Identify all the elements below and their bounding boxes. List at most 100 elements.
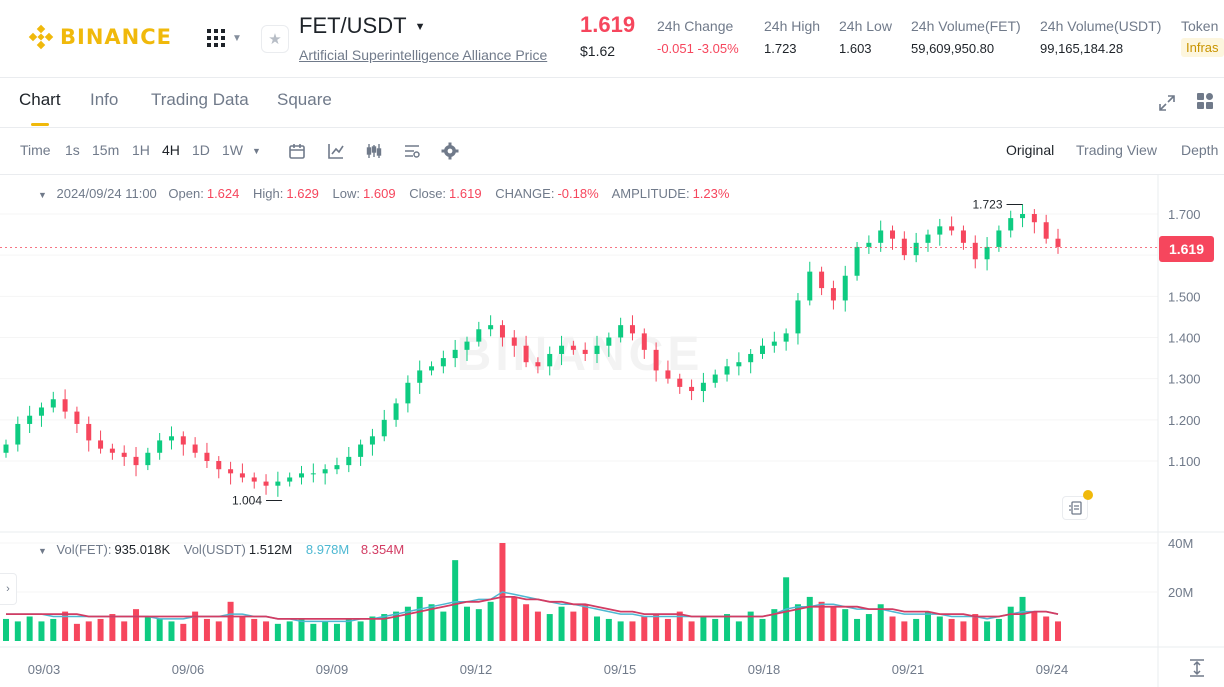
chevron-down-icon[interactable]: ▼	[252, 146, 261, 156]
tab-square[interactable]: Square	[277, 90, 332, 109]
open-value: 1.624	[206, 186, 240, 201]
layout-icon[interactable]	[1196, 92, 1214, 110]
chevron-down-icon[interactable]: ▼	[38, 546, 47, 556]
candle-body	[570, 345, 576, 350]
candle-body	[452, 349, 458, 359]
candle-body	[1043, 222, 1049, 239]
view-original[interactable]: Original	[1006, 142, 1055, 158]
candle-body	[629, 325, 635, 334]
candle-body	[689, 386, 695, 392]
candle-body	[369, 436, 375, 445]
note-button[interactable]	[1062, 496, 1088, 520]
volume-bar	[251, 618, 258, 641]
settings-list-icon[interactable]	[403, 142, 421, 160]
volume-bar	[594, 616, 601, 641]
volume-bar	[523, 604, 530, 641]
volume-bar	[298, 618, 305, 641]
candle-body	[937, 226, 943, 235]
view-trading-view[interactable]: Trading View	[1076, 142, 1157, 158]
candle-body	[86, 423, 92, 441]
expand-side-panel-button[interactable]: ›	[0, 573, 17, 605]
volume-bar	[794, 604, 801, 641]
volume-bar	[948, 618, 955, 641]
tab-trading-data[interactable]: Trading Data	[151, 90, 249, 109]
candle-body	[50, 399, 56, 408]
candle-body	[925, 234, 931, 243]
timeframe-1h[interactable]: 1H	[132, 142, 150, 158]
calendar-icon[interactable]	[288, 142, 306, 160]
price-chart[interactable]: BINANCE 1.7001.6001.5001.4001.3001.2001.…	[0, 175, 1224, 687]
volume-bar	[771, 609, 778, 641]
volume-bar	[1019, 596, 1026, 641]
expand-icon[interactable]	[1158, 94, 1176, 112]
ma-fast-value: 8.978M	[305, 542, 350, 557]
volume-bar	[865, 614, 872, 641]
timeframe-time[interactable]: Time	[20, 142, 51, 158]
volume-bar	[180, 623, 187, 641]
timeframe-4h[interactable]: 4H	[162, 142, 180, 158]
candle-body	[3, 444, 9, 453]
volume-bar	[936, 616, 943, 641]
indicator-icon[interactable]	[327, 142, 345, 160]
apps-menu-button[interactable]: ▼	[206, 28, 242, 48]
stat-label: 24h High	[764, 18, 821, 34]
candle-body	[168, 436, 174, 441]
candle-body	[724, 366, 730, 375]
volume-bar	[1007, 606, 1014, 641]
binance-logo[interactable]: BINANCE	[28, 24, 172, 50]
tab-chart[interactable]: Chart	[19, 90, 61, 109]
candle-body	[878, 230, 884, 243]
time-tick-label: 09/15	[604, 662, 637, 677]
candle-body	[759, 345, 765, 354]
vol-fet-label: Vol(FET):	[56, 542, 112, 557]
last-price: 1.619	[580, 12, 636, 37]
candle-body	[819, 271, 825, 289]
candle-body	[535, 362, 541, 367]
favorite-star-button[interactable]: ★	[261, 25, 289, 53]
vol-usdt-value: 1.512M	[248, 542, 293, 557]
candlestick-icon[interactable]	[365, 142, 383, 160]
timeframe-1w[interactable]: 1W	[222, 142, 243, 158]
volume-bar	[830, 606, 837, 641]
timeframe-1d[interactable]: 1D	[192, 142, 210, 158]
gear-icon[interactable]	[441, 142, 459, 160]
high-label: High:	[253, 186, 284, 201]
volume-bar	[440, 611, 447, 641]
price-tick-label: 1.300	[1168, 372, 1201, 387]
candle-body	[984, 246, 990, 260]
volume-bar	[700, 616, 707, 641]
candle-body	[547, 353, 553, 367]
volume-bar	[653, 614, 660, 641]
token-tag[interactable]: Infras	[1181, 38, 1224, 57]
pair-selector[interactable]: FET/USDT ▼	[299, 13, 425, 39]
volume-bar	[322, 621, 329, 641]
candle-body	[783, 333, 789, 342]
pair-subtitle-link[interactable]: Artificial Superintelligence Alliance Pr…	[299, 47, 548, 63]
candle-body	[180, 436, 186, 445]
view-depth[interactable]: Depth	[1181, 142, 1219, 158]
vol-fet-value: 935.018K	[114, 542, 171, 557]
volume-bar	[38, 621, 45, 641]
volume-tick-label: 20M	[1168, 585, 1193, 600]
timeframe-15m[interactable]: 15m	[92, 142, 120, 158]
watermark: BINANCE	[457, 328, 704, 381]
stat-label: Token	[1181, 18, 1219, 34]
stat-24h-volume-usdt: 24h Volume(USDT) 99,165,184.28	[1040, 18, 1161, 56]
volume-bar	[664, 618, 671, 641]
high-marker-label: 1.723	[973, 198, 1003, 212]
tab-info[interactable]: Info	[90, 90, 119, 109]
candle-body	[74, 411, 80, 424]
scale-adjust-icon[interactable]	[1189, 659, 1205, 677]
candle-body	[523, 345, 529, 363]
volume-bar	[877, 604, 884, 641]
content-tabs: Chart Info Trading Data Square	[0, 78, 1224, 128]
candle-body	[700, 382, 706, 392]
timeframe-1s[interactable]: 1s	[65, 142, 80, 158]
volume-bar	[735, 621, 742, 641]
stat-label: 24h Volume(USDT)	[1040, 18, 1162, 34]
candle-body	[488, 325, 494, 330]
chevron-down-icon[interactable]: ▼	[38, 190, 47, 200]
candle-body	[192, 444, 198, 453]
time-tick-label: 09/24	[1036, 662, 1069, 677]
stat-value: 1.603	[839, 41, 872, 56]
